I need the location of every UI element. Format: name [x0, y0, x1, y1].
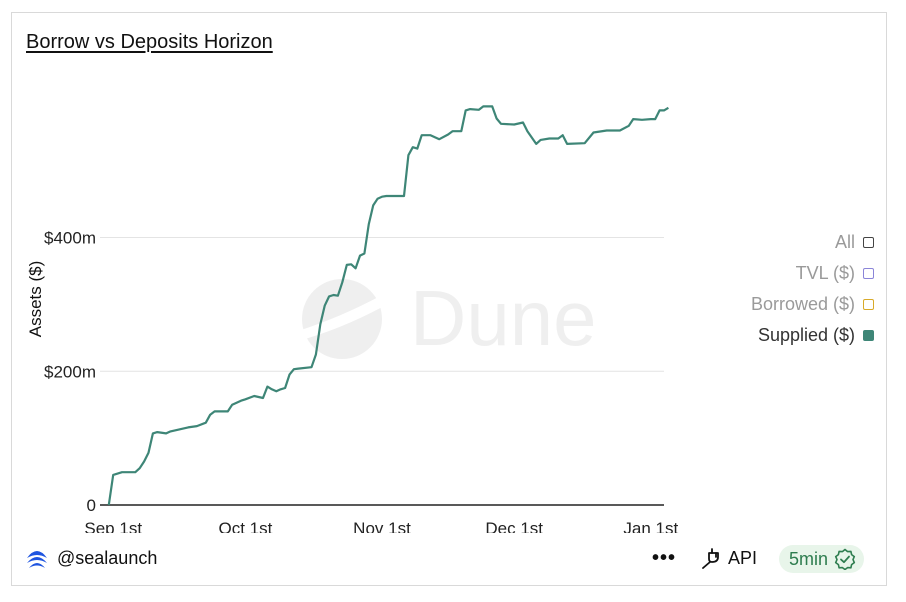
chart-footer: @sealaunch ••• API 5min: [12, 543, 886, 575]
owner-handle: @sealaunch: [57, 547, 158, 568]
x-tick-label: Sep 1st: [84, 519, 142, 533]
x-tick-label: Dec 1st: [485, 519, 543, 533]
plug-icon: [702, 548, 719, 569]
legend-item-label: All: [834, 232, 855, 252]
x-tick-label: Nov 1st: [353, 519, 411, 533]
legend-item[interactable]: All: [751, 227, 874, 258]
grid-lines: [100, 237, 664, 506]
refresh-interval-label: 5min: [789, 548, 829, 569]
y-tick-label: $200m: [44, 362, 96, 381]
y-axis-label-group: Assets ($): [26, 261, 45, 338]
more-options-button[interactable]: •••: [652, 547, 677, 569]
sealaunch-logo-icon: [27, 551, 47, 568]
check-badge-icon: [834, 548, 856, 570]
x-tick-label: Oct 1st: [218, 519, 272, 533]
y-axis-ticks: 0 $200m $400m: [44, 229, 96, 516]
owner-link[interactable]: @sealaunch: [25, 547, 157, 569]
dune-watermark: Dune: [298, 274, 596, 362]
chart-title[interactable]: Borrow vs Deposits Horizon: [26, 31, 273, 53]
chart-legend: All TVL ($) Borrowed ($) Supplied ($): [751, 227, 874, 351]
series-group: [107, 105, 669, 506]
api-label: API: [728, 547, 758, 568]
line-chart: Dune 0 $200m $400m Sep 1st Oct 1st Nov 1st De…: [26, 105, 678, 533]
refresh-status-badge[interactable]: 5min: [779, 545, 865, 573]
y-tick-label: 0: [87, 496, 96, 515]
legend-item-label: TVL ($): [795, 263, 855, 283]
y-tick-label: $400m: [44, 229, 96, 248]
watermark-text: Dune: [410, 274, 596, 362]
legend-item[interactable]: Supplied ($): [751, 320, 874, 351]
series-line-supplied[interactable]: [107, 105, 669, 506]
legend-swatch: [863, 268, 874, 279]
legend-swatch: [863, 299, 874, 310]
x-axis-ticks: Sep 1st Oct 1st Nov 1st Dec 1st Jan 1st: [84, 519, 678, 533]
legend-item-label: Borrowed ($): [750, 294, 855, 314]
legend-item-label: Supplied ($): [757, 325, 855, 345]
api-button[interactable]: API: [700, 547, 757, 569]
x-tick-label: Jan 1st: [623, 519, 678, 533]
legend-item[interactable]: Borrowed ($): [751, 289, 874, 320]
legend-swatch: [863, 330, 874, 341]
legend-swatch: [863, 237, 874, 248]
legend-item[interactable]: TVL ($): [751, 258, 874, 289]
y-axis-label: Assets ($): [26, 261, 45, 338]
chart-card: Borrow vs Deposits Horizon Dune 0 $200m $4…: [11, 12, 887, 586]
